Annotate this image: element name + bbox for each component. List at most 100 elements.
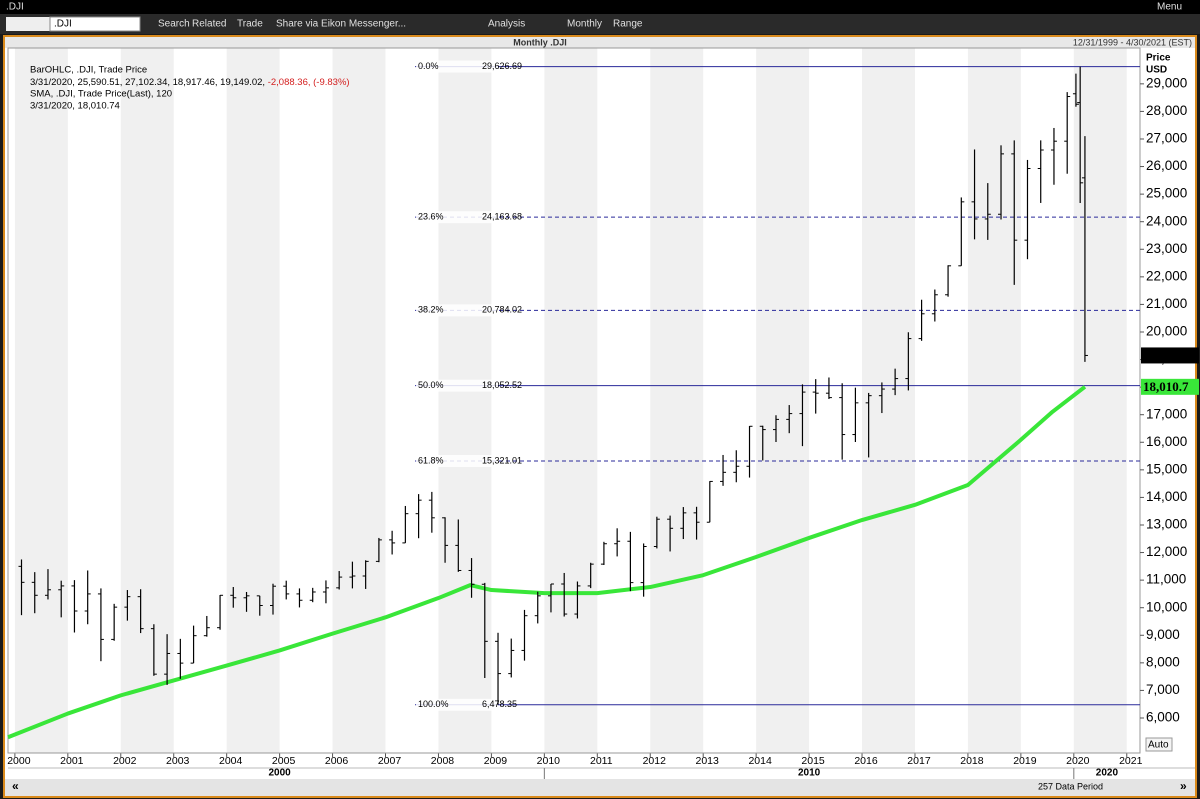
y-tick-label: 27,000 bbox=[1146, 131, 1187, 146]
year-band bbox=[226, 48, 280, 753]
x-tick-label: 2012 bbox=[643, 755, 667, 767]
x-tick-label: 2013 bbox=[696, 755, 720, 767]
legend-ohlc-change: -2,088.36, (-9.83%) bbox=[268, 77, 350, 88]
fib-value: 18,052.52 bbox=[482, 380, 522, 390]
toolbar-item[interactable]: Related bbox=[192, 19, 226, 30]
last-tag-label: 19,149. bbox=[1143, 347, 1182, 362]
header-bar bbox=[5, 37, 1195, 48]
toolbar-item[interactable]: Analysis bbox=[488, 19, 525, 30]
y-tick-label: 11,000 bbox=[1146, 572, 1186, 587]
fib-label-bg bbox=[416, 60, 498, 73]
last-tag bbox=[1141, 378, 1199, 395]
decade-label: 2010 bbox=[798, 768, 821, 779]
y-tick-label: 7,000 bbox=[1146, 682, 1180, 697]
chart-title: Monthly .DJI bbox=[513, 37, 567, 47]
last-tag-label: 18,010.7 bbox=[1143, 379, 1189, 394]
fib-pct: 100.0% bbox=[418, 699, 449, 709]
x-tick-label: 2006 bbox=[325, 755, 349, 767]
fib-pct: 50.0% bbox=[418, 380, 444, 390]
x-tick-label: 2011 bbox=[590, 755, 613, 767]
year-band bbox=[14, 48, 68, 753]
menu[interactable]: Menu bbox=[1157, 2, 1182, 13]
x-tick-label: 2020 bbox=[1066, 755, 1090, 767]
legend-ohlc: BarOHLC, .DJI, Trade Price bbox=[30, 65, 147, 76]
fib-value: 15,321.01 bbox=[482, 455, 522, 465]
y-tick-label: 25,000 bbox=[1146, 186, 1187, 201]
fib-value: 20,784.02 bbox=[482, 305, 522, 315]
y-tick-label: 10,000 bbox=[1146, 599, 1187, 614]
toolbar bbox=[0, 14, 1200, 34]
y-tick-label: 8,000 bbox=[1146, 654, 1180, 669]
y-tick-label: 15,000 bbox=[1146, 461, 1187, 476]
y-tick-label: 6,000 bbox=[1146, 710, 1180, 725]
fib-pct: 0.0% bbox=[418, 61, 439, 71]
legend-ohlc-last: 3/31/2020, 25,590.51, 27,102.34, 18,917.… bbox=[30, 77, 268, 88]
y-tick-label: 20,000 bbox=[1146, 324, 1187, 339]
fib-label-bg bbox=[416, 211, 498, 224]
y-tick-label: 23,000 bbox=[1146, 241, 1187, 256]
y-axis-label: Price bbox=[1146, 53, 1171, 64]
y-tick-label: 28,000 bbox=[1146, 103, 1187, 118]
y-axis-unit: USD bbox=[1146, 65, 1167, 76]
nav-box[interactable] bbox=[6, 17, 50, 31]
y-tick-label: 13,000 bbox=[1146, 517, 1187, 532]
y-tick-label: 21,000 bbox=[1146, 296, 1187, 311]
y-tick-label: 16,000 bbox=[1146, 434, 1187, 449]
x-tick-label: 2016 bbox=[854, 755, 878, 767]
year-band bbox=[544, 48, 598, 753]
x-tick-label: 2000 bbox=[7, 755, 31, 767]
auto-label[interactable]: Auto bbox=[1148, 740, 1169, 751]
fib-pct: 38.2% bbox=[418, 305, 444, 315]
footer-bar bbox=[5, 779, 1195, 796]
y-tick-label: 29,000 bbox=[1146, 75, 1187, 90]
legend-sma: SMA, .DJI, Trade Price(Last), 120 bbox=[30, 89, 172, 100]
year-band bbox=[120, 48, 174, 753]
toolbar-item[interactable]: Search bbox=[158, 19, 190, 30]
year-band bbox=[650, 48, 704, 753]
x-tick-label: 2007 bbox=[378, 755, 402, 767]
x-tick-label: 2001 bbox=[60, 755, 84, 767]
fib-value: 6,478.35 bbox=[482, 699, 517, 709]
x-tick-label: 2003 bbox=[166, 755, 190, 767]
date-range: 12/31/1999 - 4/30/2021 (EST) bbox=[1073, 37, 1192, 47]
x-tick-label: 2004 bbox=[219, 755, 243, 767]
scroll-left[interactable]: « bbox=[12, 779, 19, 793]
fib-value: 29,626.69 bbox=[482, 61, 522, 71]
search-text[interactable]: .DJI bbox=[54, 19, 72, 30]
fib-label-bg bbox=[416, 454, 498, 467]
year-band bbox=[967, 48, 1021, 753]
x-tick-label: 2009 bbox=[484, 755, 508, 767]
legend-ohlc-values: 3/31/2020, 25,590.51, 27,102.34, 18,917.… bbox=[30, 77, 350, 88]
x-tick-label: 2008 bbox=[431, 755, 455, 767]
sma-line bbox=[7, 385, 1087, 740]
legend-sma-values: 3/31/2020, 18,010.74 bbox=[30, 101, 120, 112]
year-band bbox=[1073, 48, 1127, 753]
fib-label-bg bbox=[416, 698, 498, 711]
toolbar-item[interactable]: Monthly bbox=[567, 19, 602, 30]
toolbar-item[interactable]: Range bbox=[613, 19, 643, 30]
window-title: .DJI bbox=[6, 2, 24, 13]
year-band bbox=[332, 48, 386, 753]
x-tick-label: 2014 bbox=[748, 755, 772, 767]
year-band bbox=[862, 48, 915, 753]
search-box[interactable] bbox=[49, 16, 141, 32]
toolbar-item[interactable]: Trade bbox=[237, 19, 263, 30]
y-tick-label: 24,000 bbox=[1146, 213, 1187, 228]
x-tick-label: 2017 bbox=[907, 755, 931, 767]
footer-text: 257 Data Period bbox=[1038, 781, 1103, 791]
toolbar-item[interactable]: Share via Eikon Messenger... bbox=[276, 19, 406, 30]
fib-pct: 23.6% bbox=[418, 212, 444, 222]
decade-label: 2020 bbox=[1096, 768, 1119, 779]
fib-pct: 61.8% bbox=[418, 455, 444, 465]
x-tick-label: 2005 bbox=[272, 755, 296, 767]
auto-button[interactable] bbox=[1145, 737, 1173, 752]
decade-label: 2000 bbox=[268, 768, 291, 779]
x-tick-label: 2018 bbox=[960, 755, 984, 767]
y-tick-label: 14,000 bbox=[1146, 489, 1187, 504]
y-tick-label: 17,000 bbox=[1146, 406, 1187, 421]
x-tick-label: 2021 bbox=[1119, 755, 1143, 767]
last-tag bbox=[1141, 347, 1199, 364]
fib-label-bg bbox=[416, 304, 498, 317]
scroll-right[interactable]: » bbox=[1180, 779, 1187, 793]
